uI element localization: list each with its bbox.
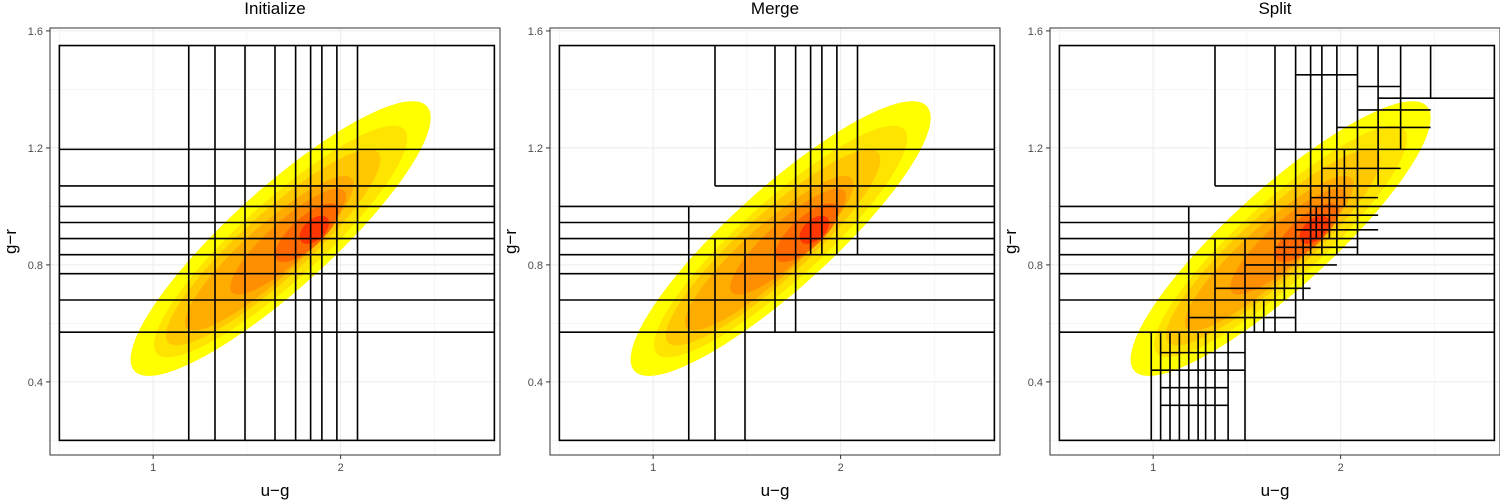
x-tick-label: 2 <box>838 462 844 474</box>
y-tick-label: 1.6 <box>528 26 543 38</box>
x-axis-title: u−g <box>261 481 290 500</box>
y-tick-label: 0.8 <box>28 260 43 272</box>
y-tick-label: 1.6 <box>28 26 43 38</box>
panel-3: 1 2 0.4 0.8 1.2 1.6 Split u−g g−r <box>1001 0 1500 500</box>
partition-lines <box>1058 44 1496 442</box>
y-tick-label: 0.4 <box>1028 377 1043 389</box>
panel-title: Initialize <box>244 0 305 18</box>
partition-outer-box <box>58 44 496 442</box>
y-axis-title: g−r <box>1001 229 1020 254</box>
partition-outer-box <box>558 44 996 442</box>
x-tick-label: 1 <box>650 462 656 474</box>
y-tick-label: 1.6 <box>1028 26 1043 38</box>
y-tick-label: 0.4 <box>28 377 43 389</box>
y-axis-title: g−r <box>501 229 520 254</box>
partition-outer-box <box>1058 44 1496 442</box>
y-tick-label: 0.4 <box>528 377 543 389</box>
partition-lines <box>58 44 496 442</box>
x-tick-label: 1 <box>150 462 156 474</box>
x-axis-title: u−g <box>1261 481 1290 500</box>
x-tick-label: 2 <box>338 462 344 474</box>
panel-1: 1 2 0.4 0.8 1.2 1.6 Initialize u−g g−r <box>1 0 501 500</box>
x-tick-label: 2 <box>1338 462 1344 474</box>
y-tick-label: 0.8 <box>1028 260 1043 272</box>
y-tick-label: 1.2 <box>528 143 543 155</box>
panel-border <box>549 27 1001 456</box>
panel-border <box>1049 27 1500 456</box>
y-tick-label: 1.2 <box>1028 143 1043 155</box>
y-tick-label: 0.8 <box>528 260 543 272</box>
x-axis-title: u−g <box>761 481 790 500</box>
x-tick-label: 1 <box>1150 462 1156 474</box>
panel-border <box>49 27 501 456</box>
y-axis-title: g−r <box>1 229 20 254</box>
panel-2: 1 2 0.4 0.8 1.2 1.6 Merge u−g g−r <box>501 0 1001 500</box>
y-tick-label: 1.2 <box>28 143 43 155</box>
panel-title: Merge <box>751 0 799 18</box>
partition-lines <box>558 44 996 442</box>
panel-title: Split <box>1258 0 1291 18</box>
